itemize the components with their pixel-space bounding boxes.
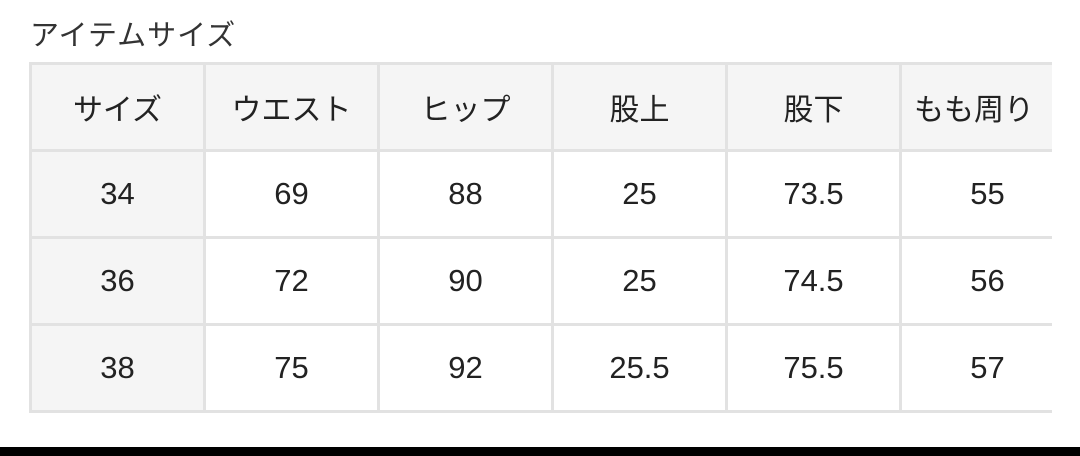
cell-waist: 72: [203, 236, 380, 326]
cell-waist: 69: [203, 149, 380, 239]
cell-hip: 90: [377, 236, 554, 326]
cell-inseam: 74.5: [725, 236, 902, 326]
header-thigh: もも周り: [899, 62, 1052, 152]
table-header-row: サイズ ウエスト ヒップ 股上 股下 もも周り: [29, 62, 1052, 152]
size-table-container[interactable]: サイズ ウエスト ヒップ 股上 股下 もも周り 34 69 88 25 73.5…: [29, 62, 1052, 426]
header-rise: 股上: [551, 62, 728, 152]
cell-rise: 25: [551, 149, 728, 239]
cell-inseam: 75.5: [725, 323, 902, 413]
size-table: サイズ ウエスト ヒップ 股上 股下 もも周り 34 69 88 25 73.5…: [29, 62, 1052, 413]
header-size: サイズ: [29, 62, 206, 152]
cell-waist: 75: [203, 323, 380, 413]
table-row: 36 72 90 25 74.5 56: [29, 236, 1052, 326]
header-waist: ウエスト: [203, 62, 380, 152]
header-hip: ヒップ: [377, 62, 554, 152]
cell-rise: 25: [551, 236, 728, 326]
cell-inseam: 73.5: [725, 149, 902, 239]
cell-thigh: 56: [899, 236, 1052, 326]
cell-thigh: 57: [899, 323, 1052, 413]
header-inseam: 股下: [725, 62, 902, 152]
bottom-bar: [0, 447, 1080, 456]
cell-size: 36: [29, 236, 206, 326]
cell-hip: 92: [377, 323, 554, 413]
cell-size: 38: [29, 323, 206, 413]
cell-rise: 25.5: [551, 323, 728, 413]
table-row: 34 69 88 25 73.5 55: [29, 149, 1052, 239]
table-row: 38 75 92 25.5 75.5 57: [29, 323, 1052, 413]
cell-thigh: 55: [899, 149, 1052, 239]
section-title: アイテムサイズ: [30, 18, 237, 52]
cell-hip: 88: [377, 149, 554, 239]
cell-size: 34: [29, 149, 206, 239]
